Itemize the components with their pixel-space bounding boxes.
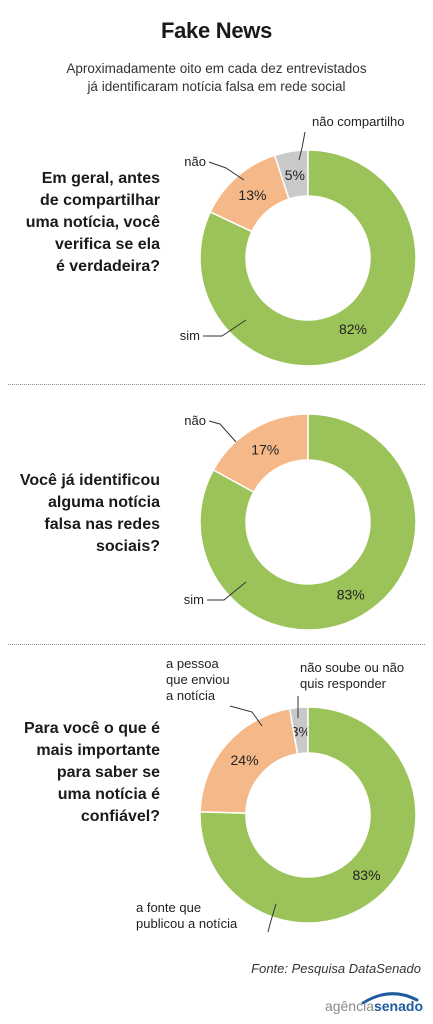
leader-line	[208, 161, 245, 181]
donut-slice	[199, 706, 417, 924]
slice-percent-label: 83%	[337, 586, 365, 602]
slice-category-label: não compartilho	[312, 114, 405, 129]
leader-line	[298, 131, 306, 161]
question-3: Para você o que é mais importante para s…	[23, 720, 160, 825]
slice-percent-label: 3%	[291, 723, 311, 739]
question-1: Em geral, antes de compartilhar uma notí…	[25, 170, 160, 275]
leader-line	[229, 705, 263, 727]
slice-percent-label: 17%	[251, 442, 279, 458]
logo-text-senado: senado	[373, 998, 423, 1014]
donut-slice	[199, 707, 299, 815]
slice-category-label: não	[184, 154, 206, 169]
source-note: Fonte: Pesquisa DataSenado	[251, 961, 421, 976]
donut-slice	[199, 149, 417, 367]
logo-text-agencia: agência	[324, 998, 374, 1014]
leader-line	[208, 420, 237, 443]
leader-line	[203, 319, 247, 337]
slice-percent-label: 13%	[238, 187, 266, 203]
slice-percent-label: 24%	[231, 752, 259, 768]
slice-category-label: não	[184, 413, 206, 428]
slice-category-label: a fonte que publicou a notícia	[136, 900, 238, 931]
donut-slice	[199, 413, 417, 631]
donut-slice	[209, 154, 290, 233]
slice-category-label: não soube ou não quis responder	[300, 660, 404, 691]
leader-line	[207, 581, 247, 601]
logo-swoosh-icon	[361, 992, 419, 1004]
slice-category-label: a pessoa que enviou a notícia	[166, 656, 230, 703]
slice-percent-label: 83%	[353, 867, 381, 883]
chart-subtitle: Aproximadamente oito em cada dez entrevi…	[66, 61, 367, 94]
slice-category-label: sim	[184, 592, 204, 607]
divider-1	[8, 384, 425, 385]
leader-line	[267, 903, 277, 933]
slice-percent-label: 5%	[285, 167, 305, 183]
chart-title: Fake News	[160, 18, 273, 43]
question-2: Você já identificou alguma notícia falsa…	[19, 472, 160, 555]
slice-percent-label: 82%	[339, 321, 367, 337]
agencia-senado-logo: agênciasenado	[313, 990, 423, 1016]
slice-category-label: sim	[180, 328, 200, 343]
divider-2	[8, 644, 425, 645]
